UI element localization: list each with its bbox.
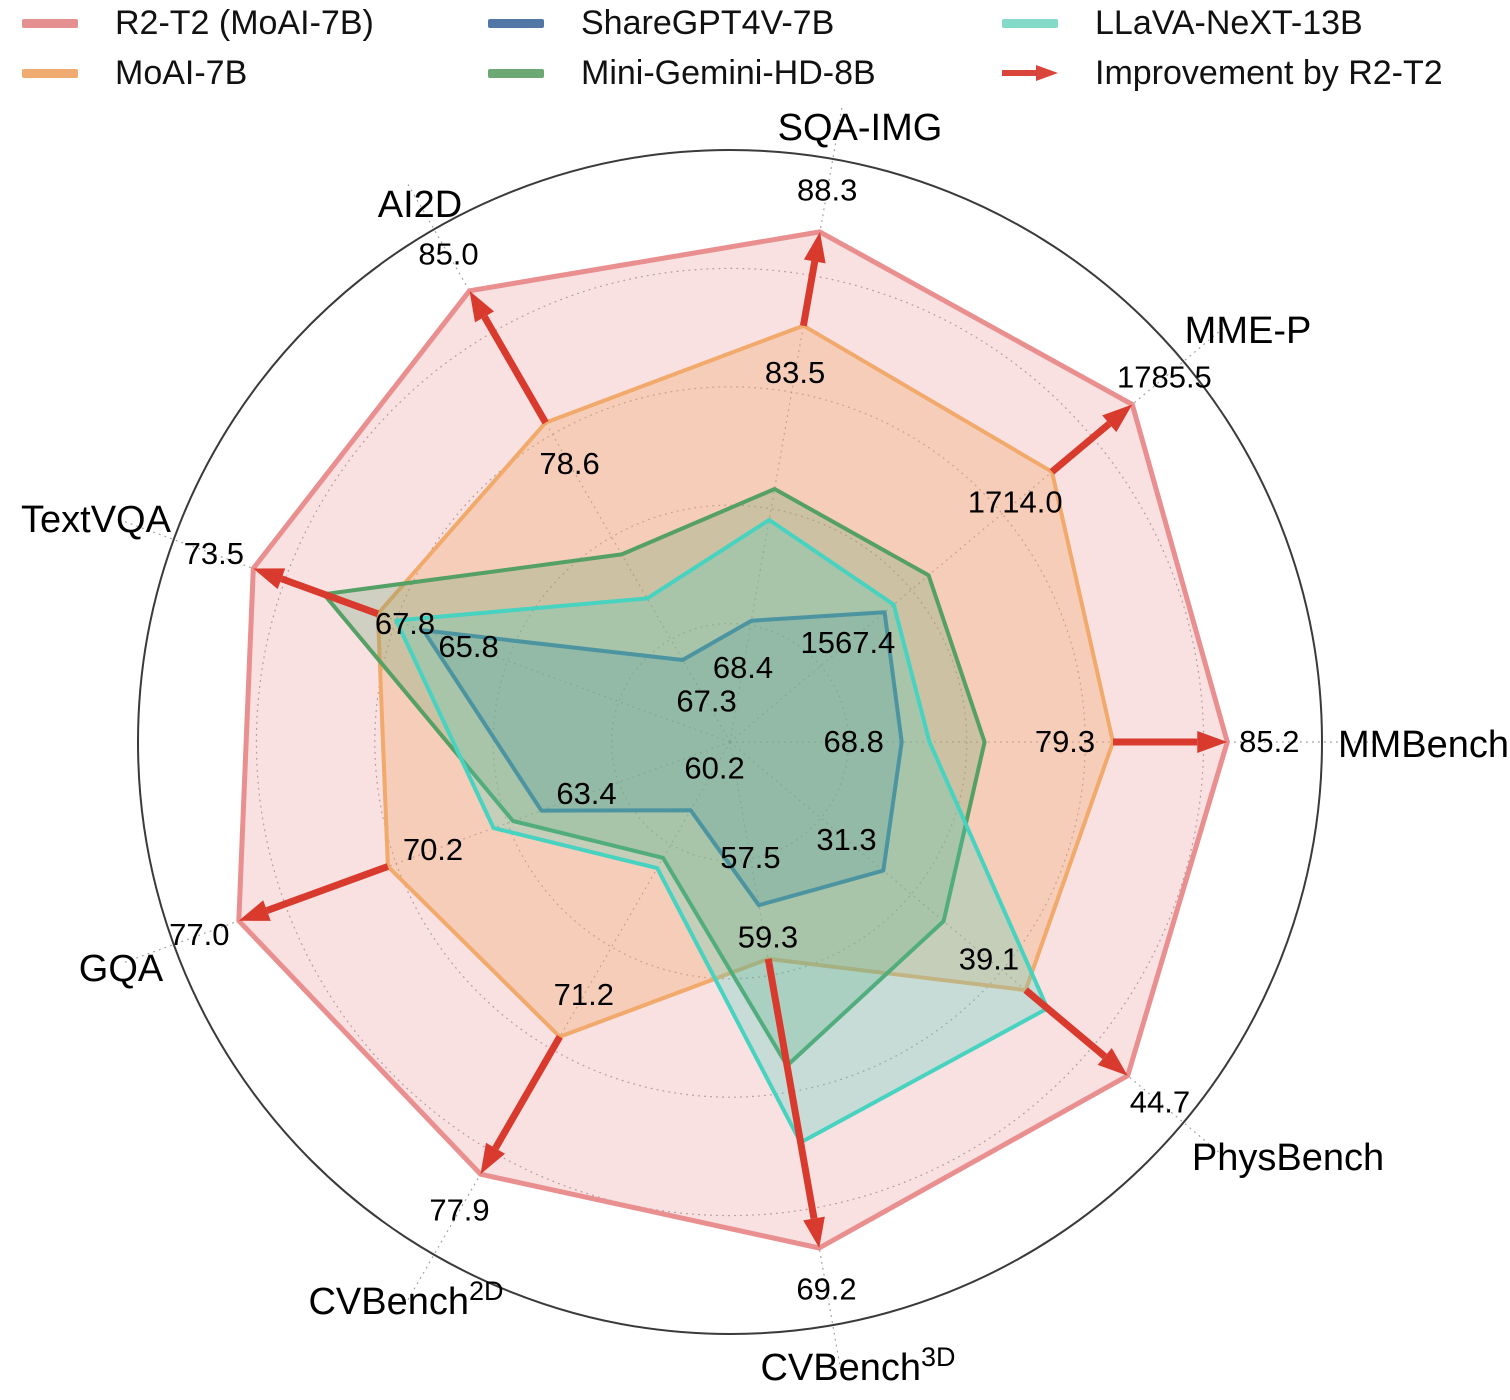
legend-label: Mini-Gemini-HD-8B (581, 54, 876, 92)
improvement-arrow-shaft-textvqa (280, 575, 380, 618)
improvement-arrow-head-cvbench-2d (480, 1142, 505, 1175)
improvement-arrow-head-physbench (1097, 1048, 1128, 1076)
improvement-arrow-head-cvbench-3d (803, 1216, 825, 1249)
legend-item-moai: MoAI-7B (22, 52, 247, 94)
axis-title-physbench: PhysBench (1192, 1137, 1384, 1179)
value-label-r2t2-gqa: 77.0 (169, 917, 229, 952)
improvement-arrow-shaft-sqa-img (799, 260, 819, 327)
axis-title-cvbench-3d: CVBench3D (760, 1342, 955, 1389)
improvement-arrow-head-gqa (238, 900, 271, 921)
improvement-arrow-shaft-physbench (1023, 987, 1107, 1060)
value-label-sharegpt4v-ai2d: 67.3 (676, 684, 736, 719)
axis-title-sup-cvbench-3d: 3D (921, 1342, 956, 1372)
legend-item-minigemini: Mini-Gemini-HD-8B (488, 52, 876, 94)
value-label-sharegpt4v-gqa: 63.4 (556, 776, 616, 811)
radar-outer-circle (137, 149, 1323, 1335)
axis-title-mmbench: MMBench (1338, 724, 1509, 766)
series-polygon-llavanext (394, 517, 1050, 1145)
axis-title-textvqa: TextVQA (21, 499, 172, 541)
axis-title-gqa: GQA (79, 948, 164, 990)
value-label-moai-physbench: 39.1 (959, 941, 1019, 976)
value-label-moai-mmbench: 79.3 (1035, 724, 1095, 759)
legend-swatch-minigemini-icon (488, 68, 544, 78)
legend-swatch-moai-icon (22, 68, 78, 78)
legend-item-sharegpt4v: ShareGPT4V-7B (488, 2, 834, 44)
improvement-arrow-shaft-mme-p (1049, 421, 1112, 475)
legend-item-improvement: Improvement by R2-T2 (1002, 52, 1443, 94)
legend-arrow-icon (1002, 62, 1058, 84)
legend-swatch-r2t2-icon (22, 18, 78, 28)
improvement-arrow-head-ai2d (469, 290, 495, 323)
improvement-arrow-head-sqa-img (803, 231, 826, 264)
axis-title-sqa-img: SQA-IMG (778, 107, 943, 149)
improvement-arrow-shaft-cvbench-2d (492, 1035, 563, 1150)
legend-item-r2t2: R2-T2 (MoAI-7B) (22, 2, 374, 44)
value-label-r2t2-cvbench-2d: 77.9 (429, 1193, 489, 1228)
legend-label: LLaVA-NeXT-13B (1095, 4, 1363, 42)
legend-label: Improvement by R2-T2 (1095, 54, 1443, 92)
improvement-arrow-shaft-ai2d (481, 315, 549, 425)
value-label-sharegpt4v-textvqa: 65.8 (438, 629, 498, 664)
axis-title-sup-cvbench-2d: 2D (469, 1276, 504, 1306)
value-label-r2t2-physbench: 44.7 (1130, 1085, 1190, 1120)
value-label-moai-mme-p: 1714.0 (968, 485, 1063, 520)
series-polygon-sharegpt4v (421, 610, 904, 908)
improvement-arrow-shaft-cvbench-3d (764, 958, 818, 1220)
series-polygon-minigemini (321, 487, 987, 1068)
value-label-r2t2-mme-p: 1785.5 (1117, 360, 1212, 395)
legend-label: MoAI-7B (115, 54, 248, 92)
value-label-moai-sqa-img: 83.5 (765, 355, 825, 390)
legend-swatch-llavanext-icon (1002, 18, 1058, 28)
legend-arrow-head (1036, 65, 1058, 81)
axis-title-ai2d: AI2D (378, 184, 462, 226)
axis-title-cvbench-2d: CVBench2D (308, 1276, 503, 1323)
value-label-moai-cvbench-2d: 71.2 (554, 977, 614, 1012)
value-label-sharegpt4v-physbench: 31.3 (816, 822, 876, 857)
value-label-moai-ai2d: 78.6 (539, 446, 599, 481)
value-label-sharegpt4v-cvbench-2d: 60.2 (684, 751, 744, 786)
legend-label: R2-T2 (MoAI-7B) (115, 4, 374, 42)
value-label-r2t2-textvqa: 73.5 (184, 536, 244, 571)
value-label-sharegpt4v-sqa-img: 68.4 (713, 650, 773, 685)
improvement-arrow-head-mmbench (1197, 731, 1228, 753)
legend-item-llavanext: LLaVA-NeXT-13B (1002, 2, 1363, 44)
legend-arrow-svg (1002, 65, 1058, 81)
value-label-r2t2-sqa-img: 88.3 (797, 173, 857, 208)
value-label-sharegpt4v-mme-p: 1567.4 (800, 625, 895, 660)
value-label-moai-cvbench-3d: 59.3 (738, 920, 798, 955)
value-label-sharegpt4v-cvbench-3d: 57.5 (720, 840, 780, 875)
value-label-moai-gqa: 70.2 (403, 832, 463, 867)
series-polygon-r2t2 (236, 229, 1230, 1251)
legend: R2-T2 (MoAI-7B) MoAI-7B ShareGPT4V-7B Mi… (0, 0, 1510, 110)
value-label-r2t2-ai2d: 85.0 (418, 237, 478, 272)
axis-title-mme-p: MME-P (1185, 310, 1312, 352)
series-polygon-moai (375, 323, 1115, 1039)
improvement-arrow-head-mme-p (1102, 404, 1133, 433)
value-label-r2t2-cvbench-3d: 69.2 (796, 1271, 856, 1306)
value-label-sharegpt4v-mmbench: 68.8 (824, 724, 884, 759)
improvement-arrow-head-textvqa (253, 568, 286, 590)
improvement-arrow-shaft-gqa (265, 863, 390, 914)
legend-label: ShareGPT4V-7B (581, 4, 835, 42)
radar-grid-ring (610, 622, 849, 861)
legend-swatch-sharegpt4v-icon (488, 18, 544, 28)
value-label-moai-textvqa: 67.8 (375, 606, 435, 641)
value-label-r2t2-mmbench: 85.2 (1239, 724, 1299, 759)
